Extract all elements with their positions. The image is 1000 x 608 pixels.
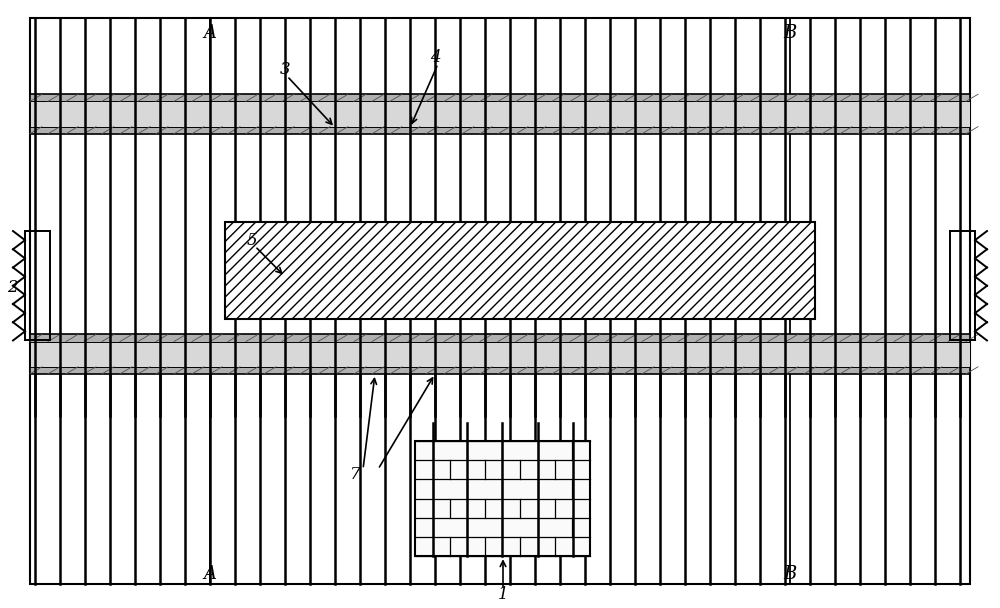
Bar [30,94,970,134]
Text: B: B [783,24,797,43]
Bar [30,342,970,367]
Text: 5: 5 [247,232,257,249]
Text: A: A [204,565,216,583]
Text: 7: 7 [350,466,360,483]
Bar [415,441,590,556]
Text: 4: 4 [430,49,440,66]
Text: 2: 2 [7,279,17,296]
Text: B: B [783,565,797,583]
Text: A: A [204,24,216,43]
Bar [30,334,970,374]
Bar [225,222,815,319]
Text: 1: 1 [498,586,508,603]
Bar [30,102,970,126]
Text: 3: 3 [280,61,290,78]
